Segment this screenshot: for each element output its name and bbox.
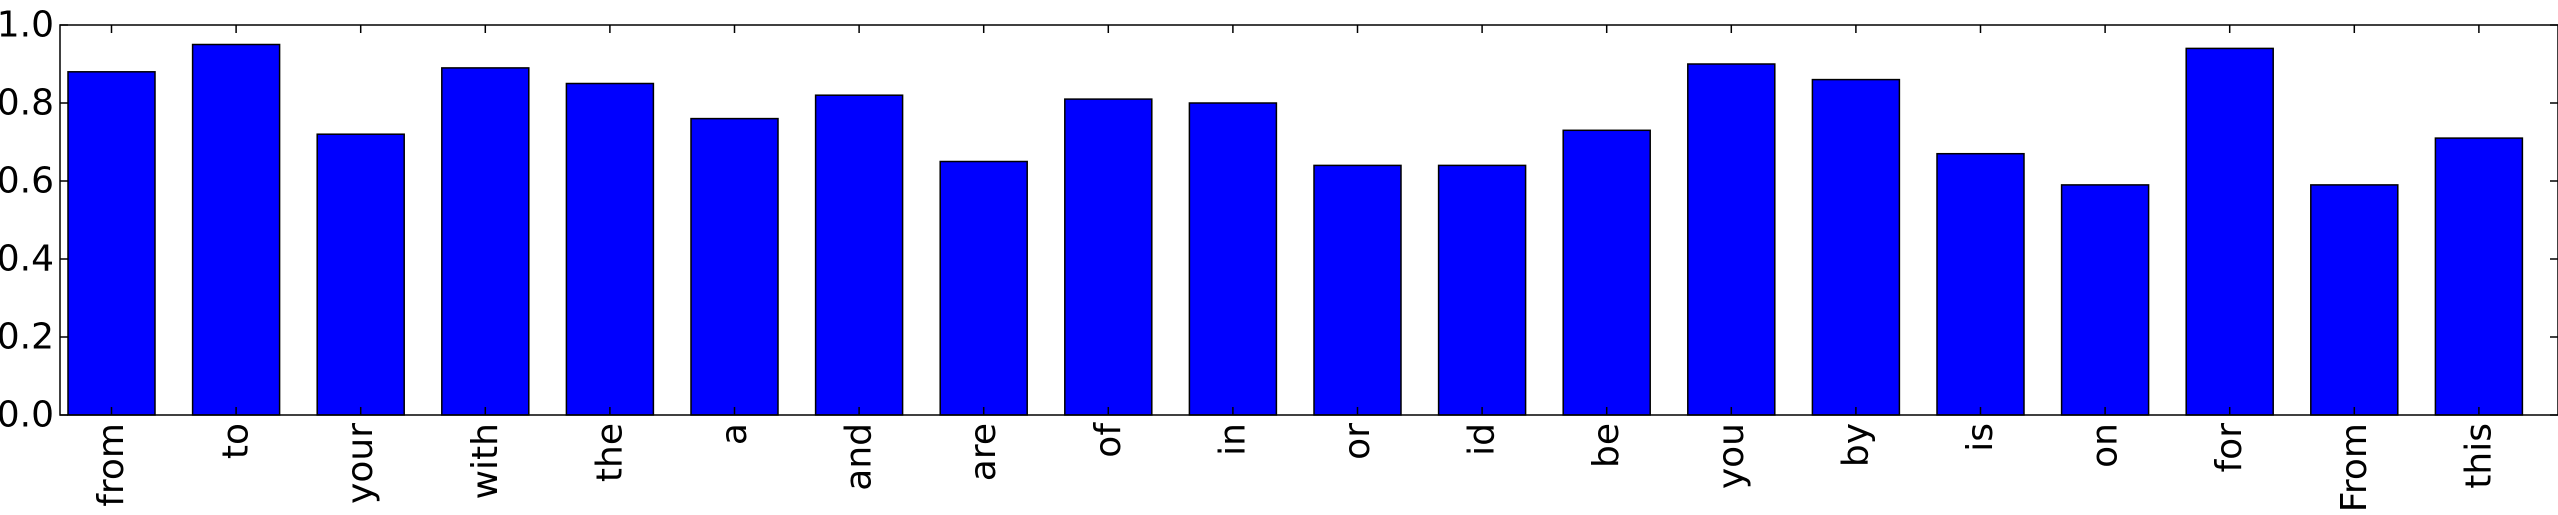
bar-your — [316, 133, 405, 416]
bar-you — [1687, 63, 1776, 416]
y-tick-label: 1.0 — [0, 5, 54, 46]
bar-in — [1188, 102, 1278, 416]
bar-or — [1313, 164, 1402, 416]
bar-this — [2434, 137, 2524, 416]
x-tick-label-a: a — [714, 423, 755, 445]
bar-From — [2310, 184, 2399, 416]
bar-is — [1936, 152, 2025, 416]
plot-frame — [59, 24, 2558, 416]
x-tick-label-you: you — [1711, 423, 1752, 489]
x-tick-label-id: id — [1462, 423, 1503, 456]
x-tick-label-are: are — [963, 423, 1004, 481]
x-tick-label-the: the — [589, 423, 630, 482]
y-axis: 0.0 0.2 0.4 0.6 0.8 1.0 — [0, 5, 2558, 436]
x-axis: from to your with the a and are of in or id be you by i… — [91, 25, 2499, 512]
x-tick-label-is: is — [1960, 423, 2001, 452]
x-tick-label-this: this — [2458, 423, 2499, 489]
bar-on — [2060, 184, 2150, 416]
bars-group — [67, 43, 2524, 416]
bar-are — [939, 160, 1028, 416]
bar-with — [441, 67, 530, 416]
y-tick-label: 0.4 — [0, 239, 54, 280]
x-tick-label-and: and — [839, 423, 880, 491]
x-tick-label-of: of — [1088, 422, 1129, 458]
x-tick-label-to: to — [216, 423, 257, 459]
x-tick-label-your: your — [340, 423, 381, 504]
bar-of — [1064, 98, 1153, 416]
y-tick-label: 0.8 — [0, 83, 54, 124]
bar-and — [814, 94, 904, 416]
y-tick-label: 0.6 — [0, 161, 54, 202]
bar-a — [690, 117, 779, 416]
bar-be — [1562, 129, 1651, 416]
y-tick-label: 0.0 — [0, 395, 54, 436]
x-tick-label-in: in — [1212, 423, 1253, 456]
y-tick-label: 0.2 — [0, 317, 54, 358]
bar-from — [67, 71, 156, 416]
bar-for — [2185, 47, 2274, 416]
bar-by — [1811, 78, 1901, 416]
x-tick-label-for: for — [2209, 423, 2250, 473]
bar-the — [565, 82, 655, 416]
x-tick-label-with: with — [465, 423, 506, 499]
bar-to — [191, 43, 281, 416]
x-tick-label-by: by — [1835, 423, 1876, 467]
x-tick-label-or: or — [1337, 423, 1378, 460]
x-tick-label-from: from — [91, 423, 132, 507]
x-tick-label-be: be — [1586, 423, 1627, 468]
bar-id — [1437, 164, 1527, 416]
x-tick-label-on: on — [2085, 423, 2126, 468]
x-tick-label-From: From — [2334, 423, 2375, 512]
